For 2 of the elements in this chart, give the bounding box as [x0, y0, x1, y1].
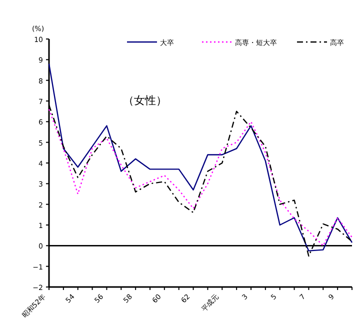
annotation: （女性）: [123, 94, 167, 107]
line-series: [48, 63, 353, 252]
